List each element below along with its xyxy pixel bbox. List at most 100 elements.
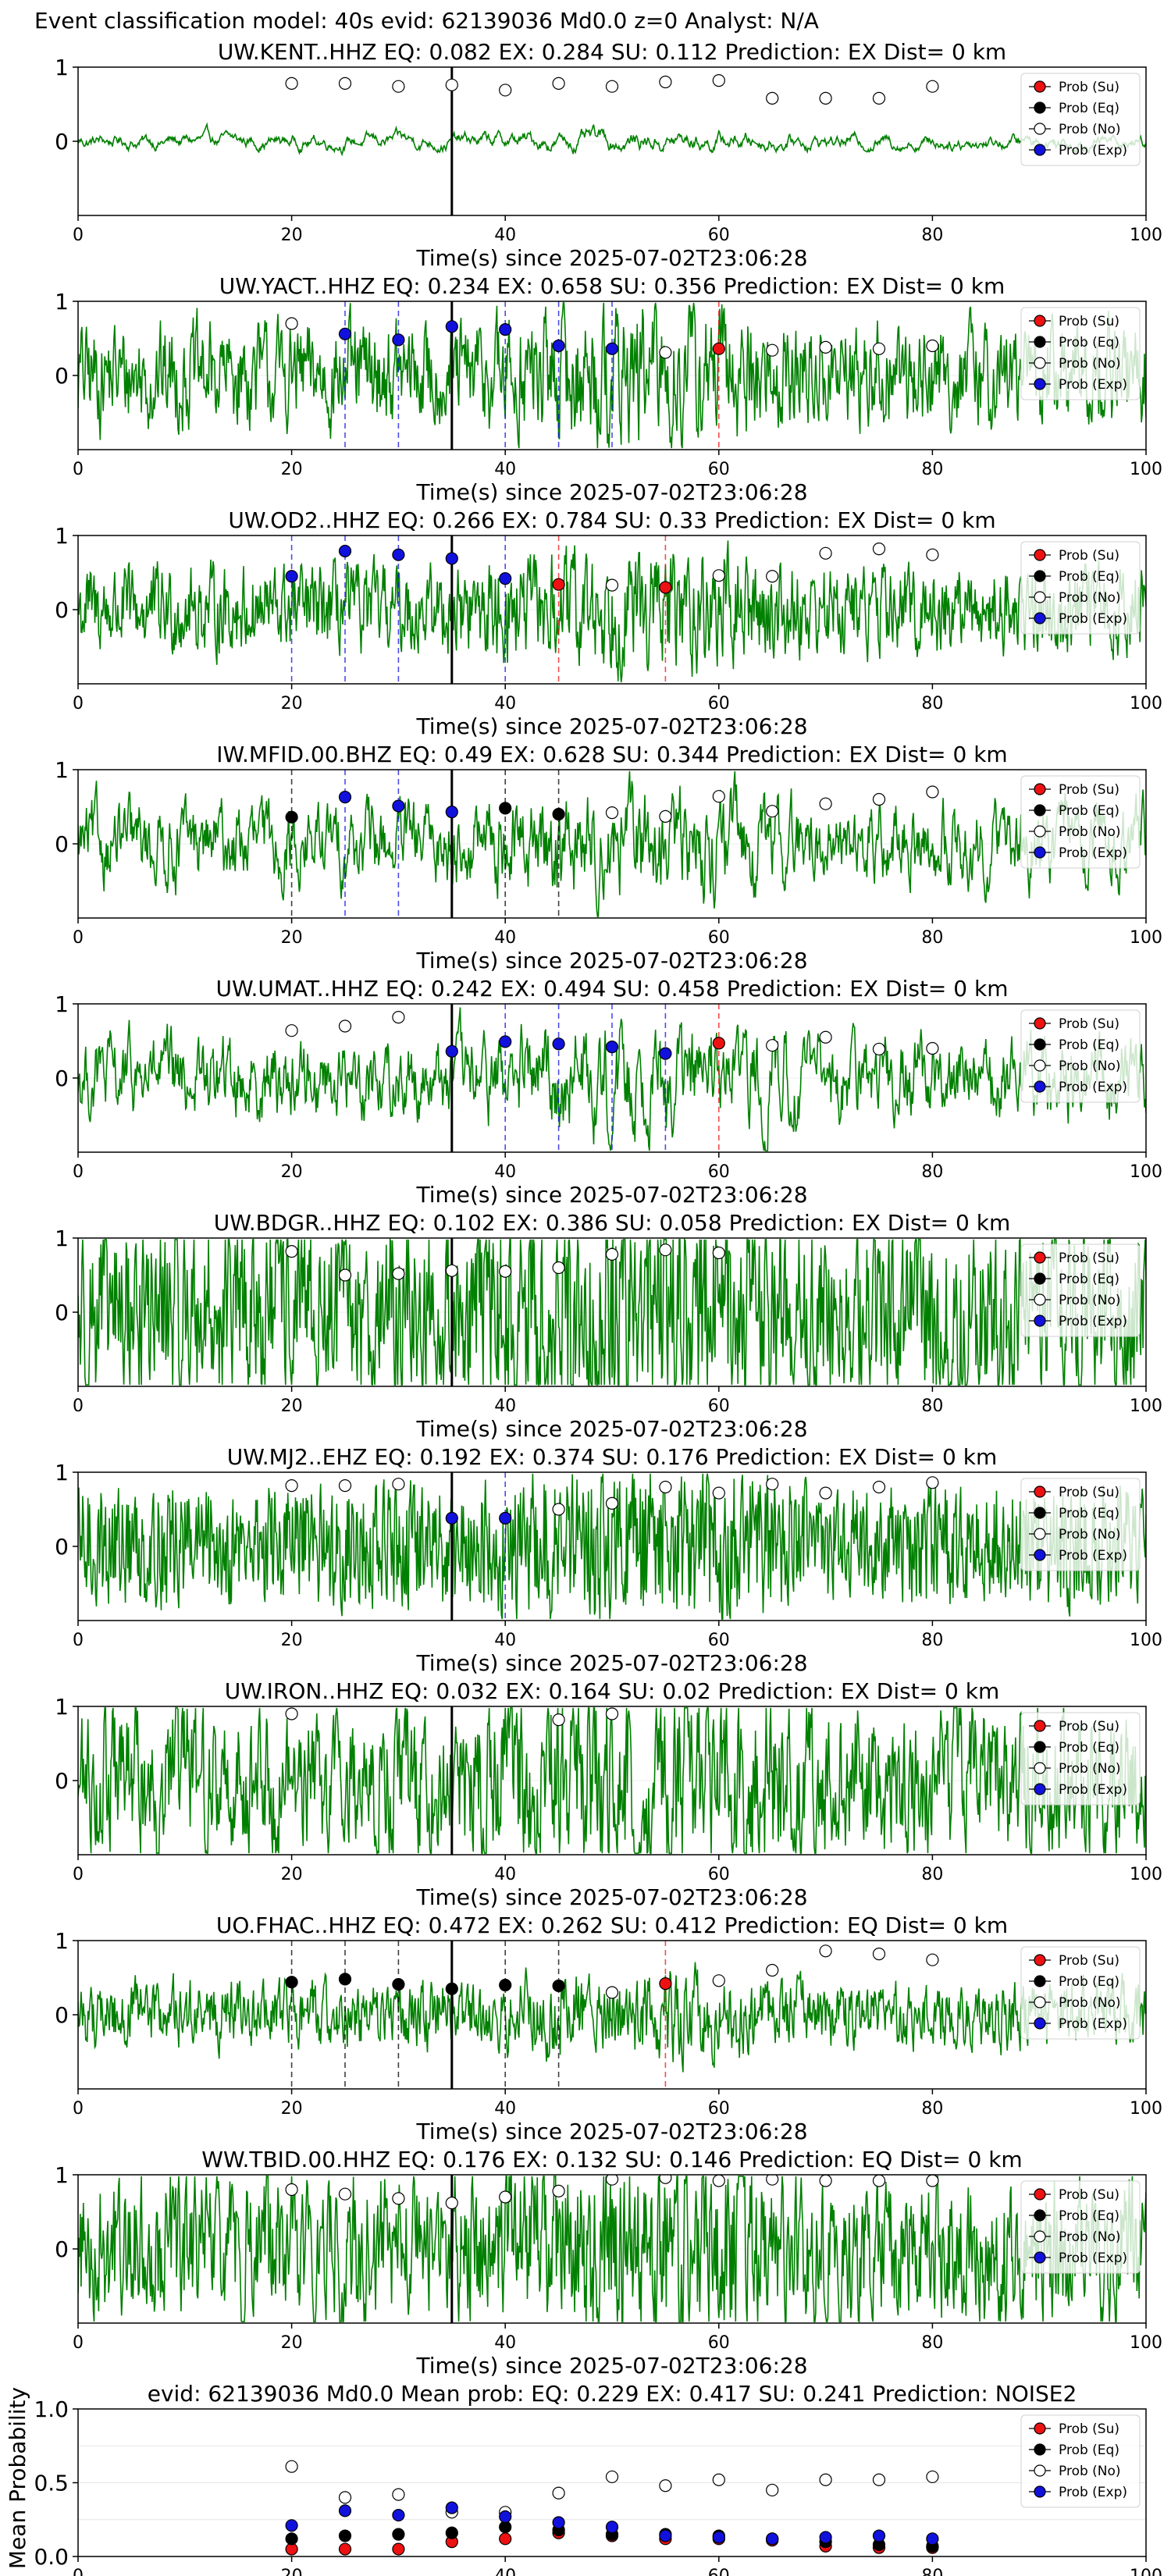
legend-marker-eq: [1034, 804, 1046, 817]
x-tick-label: 0: [73, 1162, 84, 1182]
point-su: [392, 2542, 405, 2556]
plot-area: [78, 1472, 1146, 1621]
legend-label-exp: Prob (Exp): [1059, 1314, 1127, 1329]
point-no: [819, 2473, 832, 2486]
legend-marker-exp: [1034, 1315, 1046, 1327]
probability-point-su: [712, 342, 725, 355]
panels: UW.KENT..HHZ EQ: 0.082 EX: 0.284 SU: 0.1…: [5, 39, 1162, 2576]
legend-label-no: Prob (No): [1059, 1761, 1121, 1777]
x-tick-label: 100: [1130, 1397, 1162, 1416]
x-tick-label: 40: [494, 2333, 516, 2353]
probability-point-eq: [499, 1978, 512, 1992]
point-exp: [605, 2521, 619, 2534]
x-tick-label: 60: [708, 460, 730, 479]
x-tick-label: 20: [281, 2333, 303, 2353]
legend: Prob (Su) Prob (Eq) Prob (No) Prob (Exp): [1020, 73, 1141, 166]
plot-area: [78, 1004, 1146, 1152]
probability-point-no: [659, 75, 672, 89]
probability-point-exp: [338, 327, 352, 340]
x-tick-label: 100: [1130, 694, 1162, 713]
legend-label-no: Prob (No): [1059, 356, 1121, 372]
probability-point-no: [552, 1713, 565, 1727]
x-tick-label: 20: [281, 1162, 303, 1182]
probability-point-no: [552, 2184, 565, 2197]
probability-point-exp: [499, 1511, 512, 1525]
x-tick-label: 80: [921, 1865, 943, 1884]
legend-label-no: Prob (No): [1059, 1293, 1121, 1308]
station-panel: UW.YACT..HHZ EQ: 0.234 EX: 0.658 SU: 0.3…: [55, 273, 1162, 505]
panel-title: UO.FHAC..HHZ EQ: 0.472 EX: 0.262 SU: 0.4…: [216, 1912, 1008, 1938]
x-tick-label: 100: [1130, 2099, 1162, 2119]
legend-marker-eq: [1034, 336, 1046, 348]
probability-point-no: [338, 76, 352, 91]
station-panel: WW.TBID.00.HHZ EQ: 0.176 EX: 0.132 SU: 0…: [55, 2147, 1162, 2379]
probability-point-no: [766, 805, 779, 818]
panel-title: UW.YACT..HHZ EQ: 0.234 EX: 0.658 SU: 0.3…: [219, 273, 1005, 299]
y-tick-label: 1.0: [34, 2396, 69, 2422]
legend: Prob (Su) Prob (Eq) Prob (No) Prob (Exp): [1020, 1712, 1141, 1806]
probability-point-exp: [499, 571, 512, 585]
x-tick-label: 60: [708, 1162, 730, 1182]
point-exp: [659, 2529, 672, 2542]
probability-point-su: [552, 578, 565, 591]
x-axis-label: Time(s) since 2025-07-02T23:06:28: [415, 245, 807, 271]
legend-marker-no: [1034, 2230, 1046, 2243]
legend-label-eq: Prob (Eq): [1059, 2443, 1119, 2458]
point-exp: [819, 2531, 832, 2544]
probability-point-no: [392, 1478, 405, 1491]
x-tick-label: 100: [1130, 460, 1162, 479]
legend-label-exp: Prob (Exp): [1059, 2016, 1127, 2032]
x-axis-label: Time(s) since 2025-07-02T23:06:28: [415, 2119, 807, 2144]
probability-point-exp: [445, 320, 458, 333]
legend-marker-eq: [1034, 2443, 1046, 2456]
x-tick-label: 80: [921, 2567, 943, 2576]
probability-point-no: [872, 2175, 886, 2187]
legend-box: [1020, 541, 1141, 635]
legend-label-exp: Prob (Exp): [1059, 845, 1127, 861]
probability-point-no: [605, 2175, 619, 2186]
point-exp: [499, 2510, 512, 2524]
legend-label-no: Prob (No): [1059, 122, 1121, 137]
x-tick-label: 0: [73, 2333, 84, 2353]
probability-point-no: [872, 542, 886, 556]
x-tick-label: 20: [281, 460, 303, 479]
panel-title: UW.KENT..HHZ EQ: 0.082 EX: 0.284 SU: 0.1…: [218, 39, 1006, 65]
point-no: [926, 2470, 939, 2484]
legend-marker-no: [1034, 1293, 1046, 1306]
legend-label-su: Prob (Su): [1059, 2421, 1119, 2437]
probability-point-exp: [445, 552, 458, 565]
legend-label-no: Prob (No): [1059, 1527, 1121, 1542]
station-panel: UW.BDGR..HHZ EQ: 0.102 EX: 0.386 SU: 0.0…: [55, 1210, 1162, 1442]
legend-label-su: Prob (Su): [1059, 80, 1119, 95]
x-tick-label: 20: [281, 1631, 303, 1650]
legend-label-su: Prob (Su): [1059, 1016, 1119, 1032]
probability-point-no: [659, 346, 672, 359]
point-no: [712, 2473, 725, 2486]
legend-label-eq: Prob (Eq): [1059, 1037, 1119, 1053]
panel-title: IW.MFID.00.BHZ EQ: 0.49 EX: 0.628 SU: 0.…: [216, 742, 1007, 767]
x-tick-label: 80: [921, 1631, 943, 1650]
probability-point-exp: [392, 799, 405, 813]
probability-point-no: [766, 1039, 779, 1052]
legend-box: [1020, 1712, 1141, 1806]
x-tick-label: 40: [494, 1865, 516, 1884]
legend-label-no: Prob (No): [1059, 2464, 1121, 2479]
legend-marker-exp: [1034, 1549, 1046, 1561]
y-tick-label: 1: [55, 1226, 69, 1251]
station-panel: UW.UMAT..HHZ EQ: 0.242 EX: 0.494 SU: 0.4…: [55, 976, 1162, 1208]
legend-label-eq: Prob (Eq): [1059, 1974, 1119, 1990]
x-tick-label: 0: [73, 928, 84, 948]
probability-point-no: [926, 2175, 939, 2187]
y-tick-label: 0: [55, 1300, 69, 1325]
probability-point-no: [872, 1948, 886, 1961]
legend-marker-su: [1034, 1251, 1046, 1264]
probability-point-no: [712, 1974, 725, 1987]
x-tick-label: 20: [281, 2567, 303, 2576]
point-exp: [552, 2516, 565, 2529]
legend-marker-eq: [1034, 570, 1046, 582]
x-tick-label: 60: [708, 2567, 730, 2576]
x-tick-label: 60: [708, 1397, 730, 1416]
x-tick-label: 80: [921, 460, 943, 479]
probability-point-no: [926, 785, 939, 799]
probability-point-no: [392, 2192, 405, 2205]
